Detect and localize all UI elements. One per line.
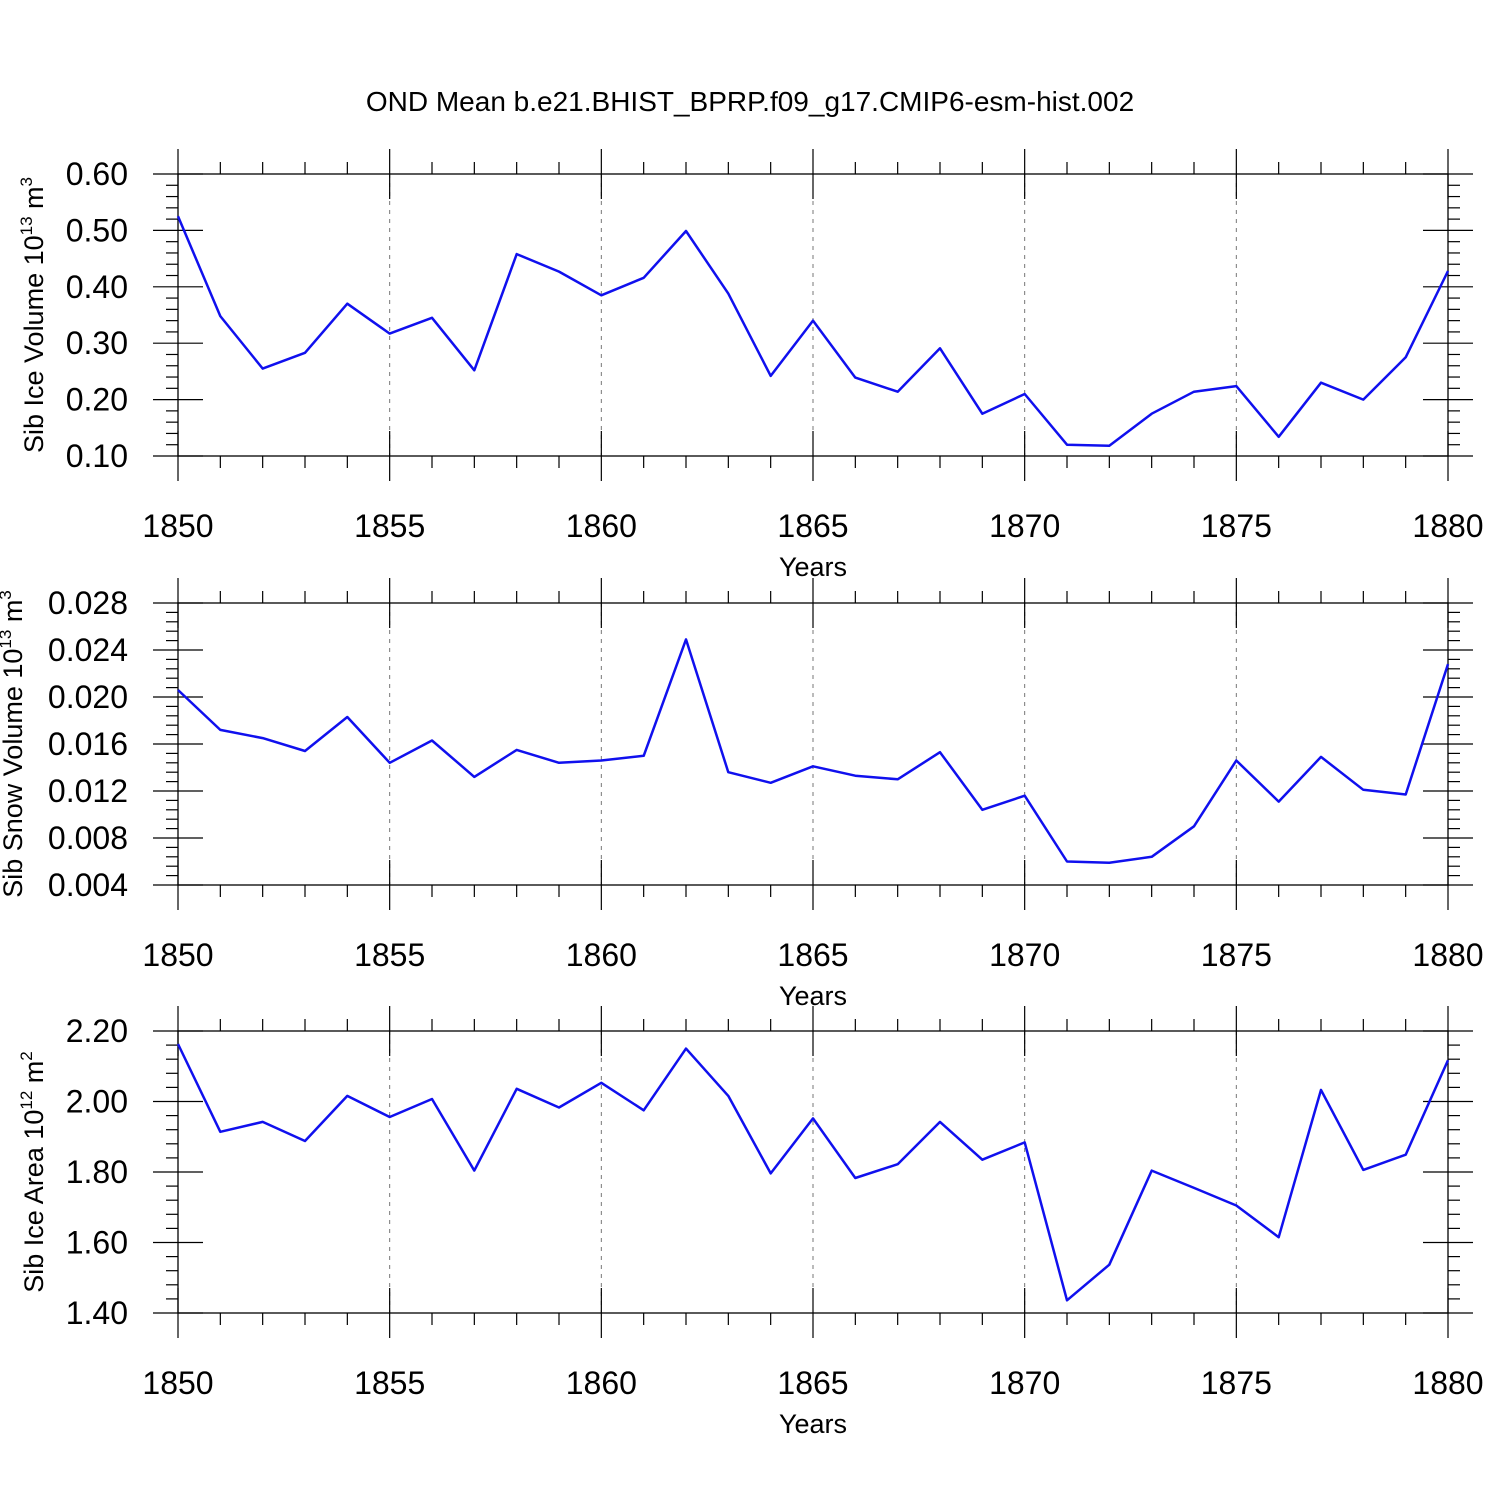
x-tick-label: 1860 (566, 508, 637, 544)
y-tick-label: 0.028 (48, 585, 128, 621)
x-tick-label: 1880 (1412, 508, 1483, 544)
panel-3: 1.40 1.60 1.80 2.00 2.20 1850 1855 1860 1865 1870… (17, 1006, 1484, 1439)
y-tick-label: 1.80 (66, 1154, 128, 1190)
y-tick-label: 0.40 (66, 269, 128, 305)
y-tick-label: 2.00 (66, 1084, 128, 1120)
x-tick-label: 1880 (1412, 1365, 1483, 1401)
x-tick-label: 1865 (777, 937, 848, 973)
plot-frame (177, 173, 1449, 457)
panel-1: 0.10 0.20 0.30 0.40 0.50 0.60 1850 1855 1860 1865… (17, 149, 1484, 582)
y-tick-label: 0.016 (48, 726, 128, 762)
x-tick-label: 1870 (989, 937, 1060, 973)
x-tick-label: 1850 (142, 937, 213, 973)
plot-frame (177, 1030, 1449, 1314)
x-tick-label: 1860 (566, 937, 637, 973)
x-tick-label: 1855 (354, 508, 425, 544)
series-line (176, 1043, 1450, 1302)
plot-frame (177, 602, 1449, 886)
chart-title: OND Mean b.e21.BHIST_BPRP.f09_g17.CMIP6-… (366, 86, 1134, 117)
x-tick-label: 1870 (989, 508, 1060, 544)
y-tick-label: 2.20 (66, 1013, 128, 1049)
series-line (176, 215, 1450, 448)
y-tick-label: 0.024 (48, 632, 128, 668)
y-tick-label: 0.004 (48, 867, 128, 903)
y-tick-label: 1.60 (66, 1225, 128, 1261)
x-axis-title: Years (779, 1409, 847, 1439)
y-tick-label: 0.008 (48, 820, 128, 856)
x-tick-label: 1855 (354, 1365, 425, 1401)
x-tick-label: 1855 (354, 937, 425, 973)
y-tick-label: 0.10 (66, 438, 128, 474)
y-axis-title: Sib Snow Volume 1013 m3 (0, 590, 28, 898)
y-tick-label: 1.40 (66, 1295, 128, 1331)
series-line (177, 638, 1450, 864)
x-tick-label: 1880 (1412, 937, 1483, 973)
y-axis-title: Sib Ice Volume 1013 m3 (17, 177, 49, 453)
y-tick-label: 0.50 (66, 212, 128, 248)
panel-2: 0.004 0.008 0.012 0.016 0.020 0.024 0.028 1850 1… (0, 578, 1484, 1011)
x-axis-title: Years (779, 552, 847, 582)
y-tick-label: 0.30 (66, 325, 128, 361)
x-tick-label: 1850 (142, 508, 213, 544)
x-tick-label: 1850 (142, 1365, 213, 1401)
y-tick-label: 0.20 (66, 382, 128, 418)
y-tick-label: 0.60 (66, 156, 128, 192)
y-tick-label: 0.012 (48, 773, 128, 809)
x-tick-label: 1860 (566, 1365, 637, 1401)
x-tick-label: 1870 (989, 1365, 1060, 1401)
x-tick-label: 1875 (1201, 1365, 1272, 1401)
x-tick-label: 1875 (1201, 508, 1272, 544)
x-tick-label: 1865 (777, 1365, 848, 1401)
x-tick-label: 1865 (777, 508, 848, 544)
y-axis-title: Sib Ice Area 1012 m2 (17, 1051, 49, 1293)
y-tick-label: 0.020 (48, 679, 128, 715)
x-tick-label: 1875 (1201, 937, 1272, 973)
